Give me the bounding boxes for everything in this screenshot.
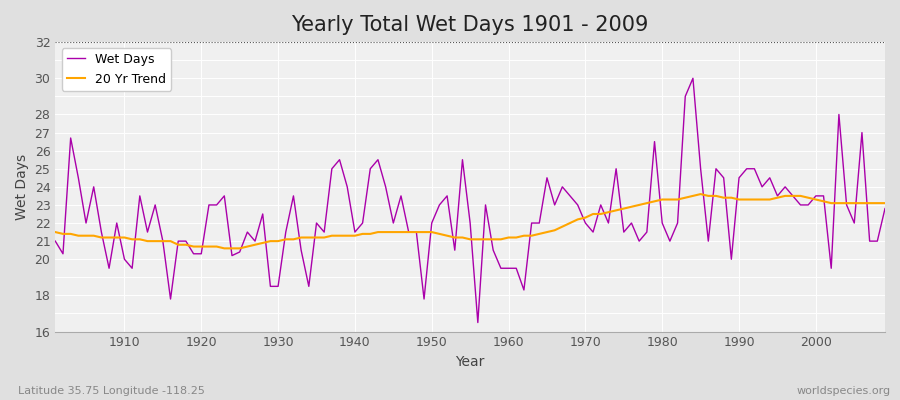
Y-axis label: Wet Days: Wet Days [15, 154, 29, 220]
Title: Yearly Total Wet Days 1901 - 2009: Yearly Total Wet Days 1901 - 2009 [292, 15, 649, 35]
X-axis label: Year: Year [455, 355, 485, 369]
20 Yr Trend [219, 246, 230, 251]
Line: Wet Days: Wet Days [55, 78, 885, 322]
Wet Days [603, 221, 614, 226]
Wet Days [50, 239, 60, 244]
20 Yr Trend [511, 235, 522, 240]
Wet Days [112, 221, 122, 226]
Text: worldspecies.org: worldspecies.org [796, 386, 891, 396]
Legend: Wet Days, 20 Yr Trend: Wet Days, 20 Yr Trend [61, 48, 171, 91]
Wet Days [327, 166, 338, 171]
20 Yr Trend [50, 230, 60, 234]
Wet Days [281, 230, 292, 234]
Wet Days [472, 320, 483, 325]
20 Yr Trend [695, 192, 706, 196]
20 Yr Trend [288, 237, 299, 242]
20 Yr Trend [879, 201, 890, 206]
Wet Days [511, 266, 522, 271]
20 Yr Trend [603, 210, 614, 214]
20 Yr Trend [112, 235, 122, 240]
Wet Days [503, 266, 514, 271]
20 Yr Trend [503, 235, 514, 240]
Text: Latitude 35.75 Longitude -118.25: Latitude 35.75 Longitude -118.25 [18, 386, 205, 396]
Line: 20 Yr Trend: 20 Yr Trend [55, 194, 885, 248]
20 Yr Trend [334, 233, 345, 238]
Wet Days [879, 206, 890, 211]
Wet Days [688, 76, 698, 81]
